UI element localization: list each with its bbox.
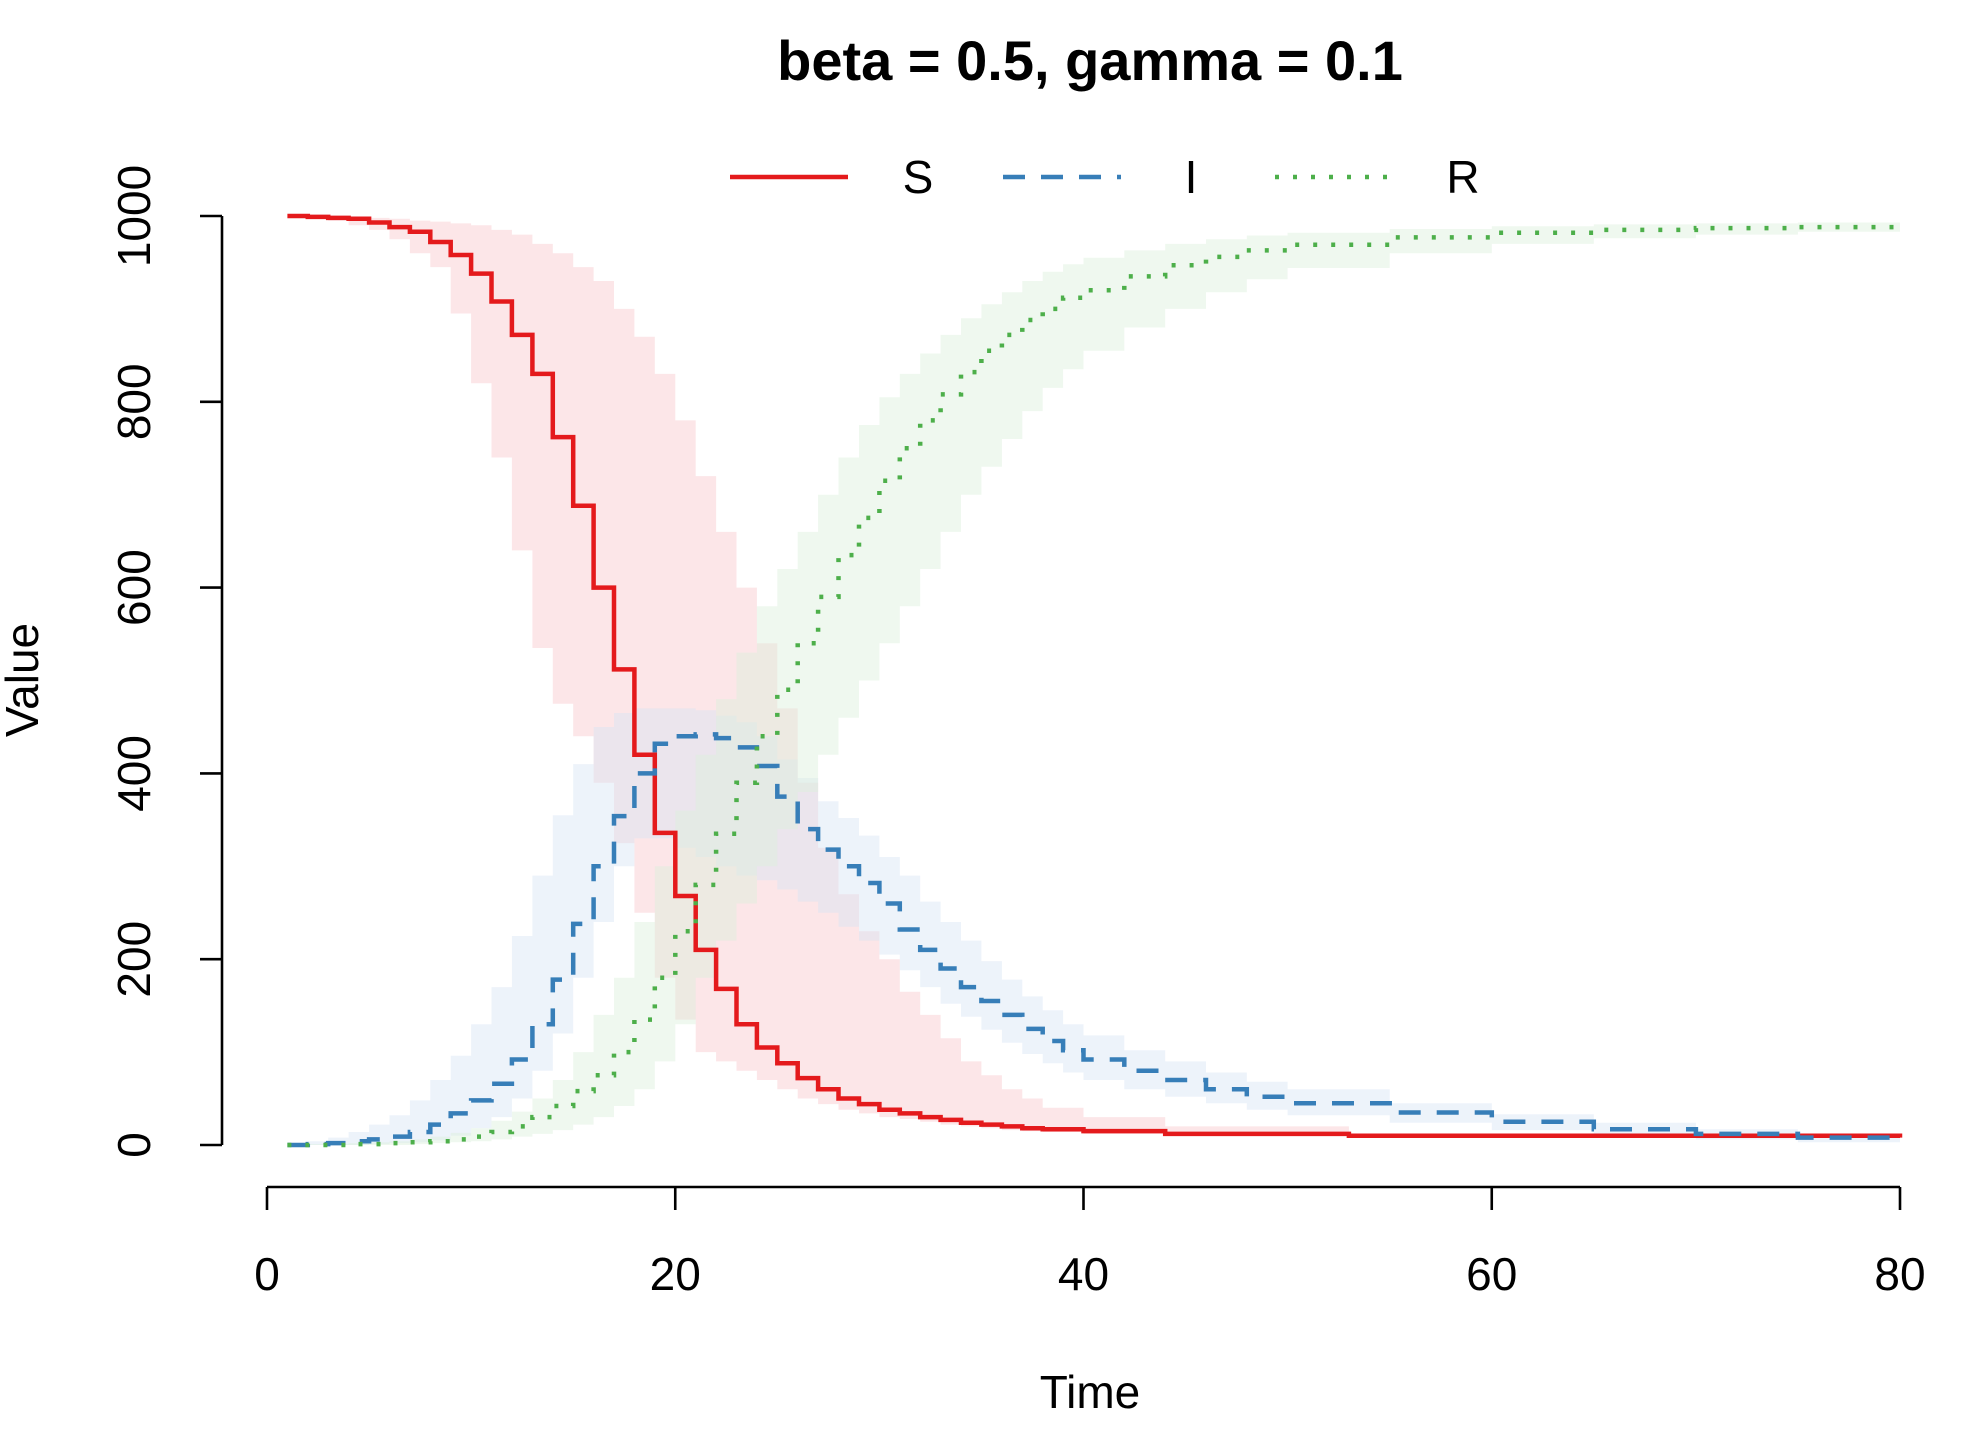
band-s <box>287 216 1900 1140</box>
series-lines <box>287 213 1903 1148</box>
chart-title: beta = 0.5, gamma = 0.1 <box>777 29 1403 92</box>
x-tick-label: 0 <box>254 1248 280 1300</box>
x-axis-label: Time <box>1040 1366 1141 1418</box>
band-i <box>287 708 1900 1145</box>
x-tick-label: 40 <box>1058 1248 1109 1300</box>
y-tick-label: 1000 <box>108 165 160 267</box>
y-axis-label: Value <box>0 623 48 737</box>
x-tick-label: 20 <box>650 1248 701 1300</box>
y-tick-label: 0 <box>108 1132 160 1158</box>
x-tick-label: 60 <box>1466 1248 1517 1300</box>
y-axis: 0 200 400 600 800 1000 <box>108 165 222 1158</box>
legend-label-r: R <box>1446 151 1479 203</box>
series-line-i <box>287 732 1903 1148</box>
legend-label-s: S <box>903 151 934 203</box>
legend-label-i: I <box>1185 151 1198 203</box>
band-r <box>287 222 1900 1145</box>
confidence-bands <box>287 216 1900 1145</box>
y-tick-label: 600 <box>108 549 160 626</box>
y-tick-label: 800 <box>108 363 160 440</box>
y-tick-label: 200 <box>108 921 160 998</box>
x-axis: 0 20 40 60 80 <box>254 1187 1926 1300</box>
series-line-s <box>287 213 1903 1138</box>
x-tick-label: 80 <box>1874 1248 1925 1300</box>
y-tick-label: 400 <box>108 735 160 812</box>
